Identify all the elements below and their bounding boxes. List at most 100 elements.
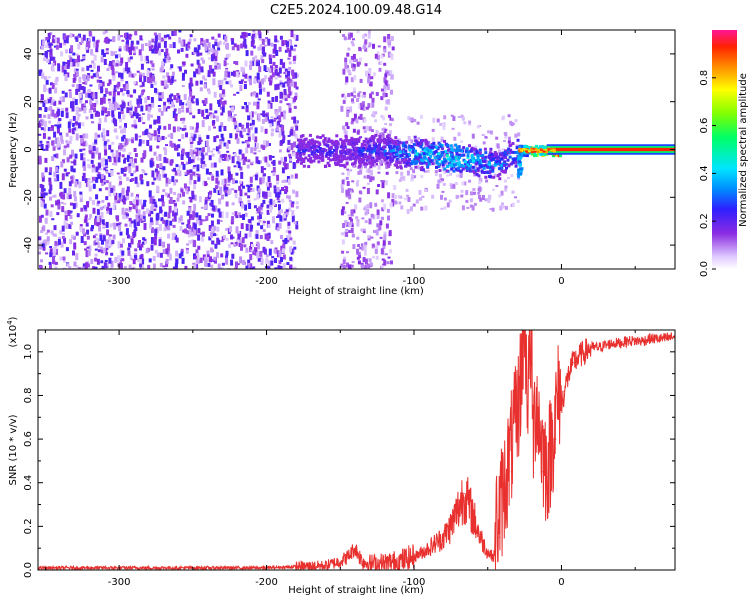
- trace-cell: [463, 162, 467, 166]
- trace-cell: [446, 148, 450, 152]
- noise-cell: [342, 264, 346, 269]
- noise-cell: [379, 132, 383, 137]
- noise-cell: [350, 92, 354, 97]
- noise-cell: [238, 80, 242, 84]
- trace-cell: [363, 143, 367, 147]
- noise-cell: [250, 111, 254, 118]
- trace-cell: [300, 157, 303, 161]
- noise-cell: [64, 210, 68, 215]
- trace-cell: [385, 156, 389, 160]
- noise-cell: [279, 215, 283, 222]
- trace-cell: [360, 142, 364, 146]
- noise-cell: [78, 182, 82, 189]
- noise-cell: [379, 236, 383, 239]
- noise-cell: [109, 61, 112, 66]
- noise-cell: [136, 194, 139, 199]
- noise-cell: [102, 235, 106, 242]
- noise-cell: [484, 136, 488, 139]
- noise-cell: [342, 259, 346, 265]
- noise-cell: [193, 227, 197, 235]
- noise-cell: [227, 116, 231, 122]
- noise-cell: [169, 197, 173, 204]
- noise-cell: [358, 190, 362, 194]
- noise-cell: [387, 163, 391, 168]
- noise-cell: [142, 170, 146, 174]
- trace-cell: [326, 144, 330, 148]
- noise-cell: [358, 91, 362, 94]
- y-tick-label: 40: [23, 48, 34, 61]
- noise-cell: [193, 263, 197, 269]
- noise-cell: [126, 186, 130, 193]
- noise-cell: [192, 156, 196, 160]
- noise-cell: [82, 56, 86, 60]
- noise-cell: [234, 189, 238, 193]
- noise-cell: [424, 205, 428, 211]
- noise-cell: [158, 198, 161, 202]
- trace-cell: [296, 160, 300, 163]
- noise-cell: [163, 37, 167, 40]
- noise-cell: [254, 127, 258, 134]
- noise-cell: [378, 67, 382, 72]
- noise-cell: [119, 231, 123, 236]
- noise-cell: [169, 44, 173, 48]
- noise-cell: [184, 228, 188, 234]
- trace-cell: [425, 147, 429, 151]
- trace-cell: [371, 158, 375, 162]
- noise-cell: [134, 204, 138, 211]
- noise-cell: [457, 116, 461, 118]
- trace-cell: [415, 143, 419, 147]
- trace-cell: [351, 153, 355, 157]
- noise-cell: [74, 202, 78, 208]
- noise-cell: [429, 161, 433, 166]
- trace-cell: [337, 160, 341, 164]
- noise-cell: [350, 40, 354, 44]
- noise-cell: [217, 190, 221, 196]
- noise-cell: [289, 264, 293, 269]
- noise-cell: [40, 192, 44, 199]
- noise-cell: [58, 100, 62, 105]
- noise-cell: [192, 210, 196, 218]
- noise-cell: [288, 49, 292, 57]
- noise-cell: [255, 211, 259, 214]
- noise-cell: [71, 149, 74, 157]
- noise-cell: [120, 104, 124, 112]
- trace-cell: [508, 155, 512, 159]
- noise-cell: [356, 256, 360, 260]
- noise-cell: [87, 89, 91, 93]
- noise-cell: [113, 62, 117, 68]
- noise-cell: [130, 43, 134, 51]
- noise-cell: [63, 220, 67, 227]
- noise-cell: [362, 126, 366, 130]
- trace-cell: [307, 149, 311, 153]
- noise-cell: [140, 63, 144, 70]
- trace-cell: [503, 150, 507, 154]
- trace-cell: [341, 163, 345, 167]
- noise-cell: [177, 49, 180, 54]
- noise-cell: [342, 99, 346, 104]
- noise-cell: [461, 116, 465, 121]
- noise-cell: [391, 46, 395, 51]
- noise-cell: [368, 156, 372, 163]
- noise-cell: [149, 210, 153, 214]
- noise-cell: [43, 127, 47, 132]
- noise-cell: [260, 144, 264, 149]
- noise-cell: [193, 71, 197, 78]
- noise-cell: [279, 58, 283, 65]
- noise-cell: [116, 222, 120, 226]
- noise-cell: [196, 59, 200, 65]
- noise-cell: [204, 256, 208, 262]
- trace-cell: [429, 154, 433, 158]
- noise-cell: [244, 212, 248, 217]
- noise-cell: [218, 40, 222, 45]
- noise-cell: [288, 61, 292, 65]
- noise-cell: [76, 62, 80, 67]
- noise-cell: [118, 175, 122, 180]
- trace-cell: [466, 167, 470, 171]
- noise-cell: [53, 171, 57, 177]
- snr-data-point: [463, 493, 465, 495]
- noise-cell: [364, 63, 368, 67]
- trace-cell: [409, 162, 413, 166]
- trace-cell: [509, 148, 513, 152]
- trace-cell: [369, 165, 373, 169]
- noise-cell: [208, 57, 212, 60]
